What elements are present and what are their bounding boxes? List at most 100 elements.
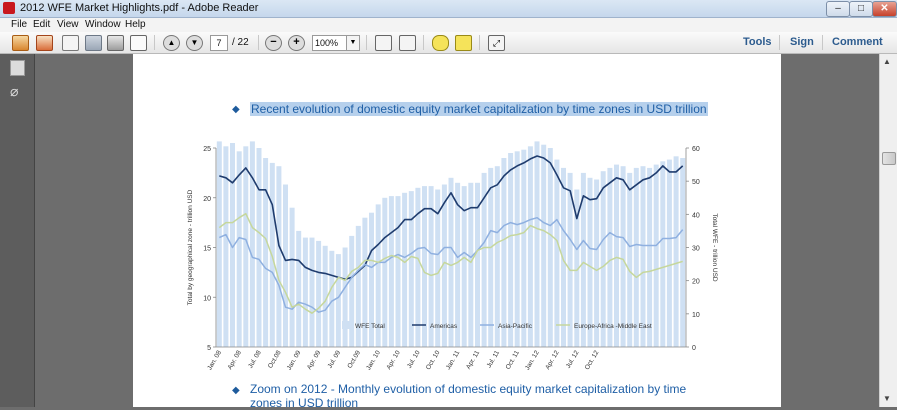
zoom-select[interactable]: 100% (312, 35, 348, 51)
vertical-scrollbar[interactable]: ▲ ▼ (879, 54, 897, 407)
menu-file[interactable]: File (11, 19, 28, 30)
bar-wfe-total (448, 177, 454, 347)
bar-wfe-total (289, 207, 295, 347)
toolbar: ▲ ▼ 7 / 22 − + 100% ▼ ⤢ Tools Sign Comme… (0, 32, 897, 54)
toolbar-separator (366, 35, 367, 50)
fit-width-icon[interactable] (399, 35, 416, 51)
window-title: 2012 WFE Market Highlights.pdf - Adobe R… (20, 2, 259, 14)
bar-wfe-total (296, 230, 302, 347)
x-tick-label: Jan. 10 (365, 349, 382, 371)
bar-wfe-total (666, 159, 672, 347)
fullscreen-icon[interactable]: ⤢ (488, 35, 505, 51)
y-axis-title: Total by geographical zone - trillion US… (187, 189, 194, 305)
bar-wfe-total (375, 204, 381, 347)
x-tick-label: Jan. 09 (286, 349, 303, 371)
bar-wfe-total (508, 153, 514, 347)
y-tick-label: 10 (203, 295, 211, 302)
y2-tick-label: 60 (692, 146, 700, 153)
sign-button[interactable]: Sign (790, 36, 814, 48)
edit-icon[interactable] (62, 35, 79, 51)
bar-wfe-total (461, 186, 467, 347)
x-tick-label: Jan. 11 (445, 349, 462, 371)
series-line-3 (218, 212, 683, 314)
bar-wfe-total (468, 182, 474, 347)
x-tick-label: Jan. 08 (206, 349, 223, 371)
x-tick-label: Apr. 12 (544, 349, 561, 371)
save-icon[interactable] (85, 35, 102, 51)
bar-wfe-total (673, 156, 679, 347)
scroll-up-icon[interactable]: ▲ (883, 57, 891, 66)
scroll-down-icon[interactable]: ▼ (883, 394, 891, 403)
bar-wfe-total (475, 182, 480, 347)
y2-tick-label: 0 (692, 345, 696, 352)
menu-edit[interactable]: Edit (33, 19, 51, 30)
x-tick-label: Apr. 08 (227, 349, 244, 371)
bar-wfe-total (561, 167, 566, 347)
legend-label: Europe-Africa -Middle East (574, 323, 652, 330)
bar-wfe-total (488, 167, 494, 347)
x-tick-label: Oct.08 (267, 349, 283, 369)
bar-wfe-total (388, 196, 394, 347)
menu-window[interactable]: Window (85, 19, 121, 30)
x-tick-label: Jul. 10 (406, 349, 422, 369)
bar-wfe-total (316, 240, 322, 347)
menu-help[interactable]: Help (125, 19, 146, 30)
zoom-in-icon[interactable]: + (288, 35, 305, 51)
create-icon[interactable] (12, 35, 29, 51)
scroll-thumb[interactable] (882, 152, 896, 165)
toolbar-separator (779, 35, 780, 50)
bar-wfe-total (647, 167, 653, 347)
bar-wfe-total (395, 196, 401, 347)
fit-page-icon[interactable] (375, 35, 392, 51)
bar-wfe-total (501, 158, 507, 347)
highlight-icon[interactable] (455, 35, 472, 51)
bar-wfe-total (435, 189, 441, 347)
bar-wfe-total (554, 159, 560, 347)
bar-wfe-total (322, 245, 328, 347)
bar-wfe-total (534, 141, 540, 347)
toolbar-separator (154, 35, 155, 50)
bar-wfe-total (422, 186, 427, 347)
bar-wfe-total (223, 146, 229, 347)
pages-panel-icon[interactable] (10, 60, 25, 76)
y-tick-label: 20 (203, 196, 211, 203)
bar-wfe-total (342, 247, 348, 347)
bar-wfe-total (627, 172, 633, 347)
y2-axis-title: Total WFE - trillion USD (711, 213, 718, 282)
bullet-icon: ◆ (232, 104, 240, 115)
next-page-icon[interactable]: ▼ (186, 35, 203, 51)
comment-button[interactable]: Comment (832, 36, 883, 48)
bar-wfe-total (527, 146, 533, 347)
email-icon[interactable] (130, 35, 147, 51)
comment-icon[interactable] (432, 35, 449, 51)
zoom-out-icon[interactable]: − (265, 35, 282, 51)
combine-icon[interactable] (36, 35, 53, 51)
x-tick-label: Oct. 11 (505, 349, 521, 371)
attachments-icon[interactable]: ⌀ (10, 83, 19, 99)
bar-wfe-total (580, 172, 586, 347)
x-tick-label: Jul. 11 (486, 349, 502, 369)
page-number-input[interactable]: 7 (210, 35, 228, 51)
bar-wfe-total (382, 197, 388, 348)
bar-wfe-total (428, 186, 434, 347)
chevron-down-icon[interactable]: ▼ (346, 35, 360, 51)
bar-wfe-total (587, 177, 593, 347)
tools-button[interactable]: Tools (743, 36, 772, 48)
bar-wfe-total (441, 184, 447, 347)
x-tick-label: Oct.09 (346, 349, 362, 369)
menu-view[interactable]: View (57, 19, 79, 30)
bar-wfe-total (349, 235, 355, 347)
bar-wfe-total (547, 148, 553, 347)
minimize-button[interactable]: – (826, 1, 850, 17)
x-tick-label: Jul. 12 (565, 349, 581, 369)
bar-wfe-total (541, 144, 547, 347)
print-icon[interactable] (107, 35, 124, 51)
toolbar-separator (258, 35, 259, 50)
bar-wfe-total (256, 148, 262, 347)
y2-tick-label: 10 (692, 312, 700, 319)
close-button[interactable]: ✕ (872, 1, 897, 17)
bar-wfe-total (243, 146, 249, 347)
bar-wfe-total (514, 151, 520, 347)
prev-page-icon[interactable]: ▲ (163, 35, 180, 51)
